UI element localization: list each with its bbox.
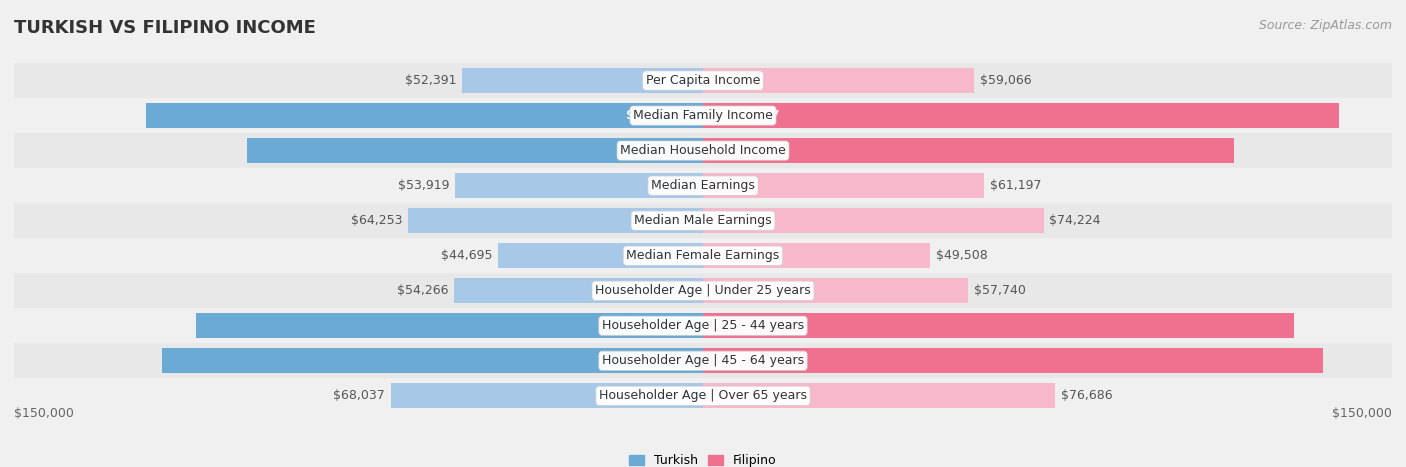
Bar — [703, 68, 974, 93]
Bar — [703, 348, 1323, 374]
Bar — [498, 243, 703, 268]
Bar — [146, 103, 703, 128]
FancyBboxPatch shape — [14, 98, 1392, 133]
Bar — [246, 138, 703, 163]
Text: Median Male Earnings: Median Male Earnings — [634, 214, 772, 227]
FancyBboxPatch shape — [14, 203, 1392, 238]
Text: Median Earnings: Median Earnings — [651, 179, 755, 192]
Text: $128,723: $128,723 — [714, 319, 780, 332]
FancyBboxPatch shape — [14, 168, 1392, 203]
Bar — [197, 313, 703, 338]
Text: $134,910: $134,910 — [714, 354, 780, 367]
Text: $64,253: $64,253 — [352, 214, 402, 227]
Text: $44,695: $44,695 — [440, 249, 492, 262]
Bar — [408, 208, 703, 233]
Bar — [454, 278, 703, 304]
Text: Householder Age | Over 65 years: Householder Age | Over 65 years — [599, 389, 807, 402]
Bar — [703, 173, 984, 198]
FancyBboxPatch shape — [14, 378, 1392, 413]
Bar — [703, 383, 1056, 408]
Bar — [703, 278, 969, 304]
Text: Householder Age | Under 25 years: Householder Age | Under 25 years — [595, 284, 811, 297]
Text: $59,066: $59,066 — [980, 74, 1032, 87]
Bar — [391, 383, 703, 408]
Bar — [703, 138, 1233, 163]
Text: $76,686: $76,686 — [1060, 389, 1112, 402]
Text: $121,202: $121,202 — [626, 109, 692, 122]
Text: Per Capita Income: Per Capita Income — [645, 74, 761, 87]
FancyBboxPatch shape — [14, 238, 1392, 273]
Text: Median Household Income: Median Household Income — [620, 144, 786, 157]
FancyBboxPatch shape — [14, 63, 1392, 98]
FancyBboxPatch shape — [14, 343, 1392, 378]
Text: TURKISH VS FILIPINO INCOME: TURKISH VS FILIPINO INCOME — [14, 19, 316, 37]
Text: $150,000: $150,000 — [1331, 407, 1392, 420]
Bar — [703, 103, 1339, 128]
FancyBboxPatch shape — [14, 308, 1392, 343]
Text: $110,318: $110,318 — [626, 319, 692, 332]
Bar — [463, 68, 703, 93]
Bar — [703, 313, 1294, 338]
Text: $57,740: $57,740 — [974, 284, 1025, 297]
Text: $138,397: $138,397 — [714, 109, 779, 122]
Text: Source: ZipAtlas.com: Source: ZipAtlas.com — [1258, 19, 1392, 32]
FancyBboxPatch shape — [14, 273, 1392, 308]
Text: $61,197: $61,197 — [990, 179, 1040, 192]
Text: Householder Age | 45 - 64 years: Householder Age | 45 - 64 years — [602, 354, 804, 367]
Legend: Turkish, Filipino: Turkish, Filipino — [624, 449, 782, 467]
Bar — [703, 243, 931, 268]
Text: $115,509: $115,509 — [714, 144, 780, 157]
Text: $117,814: $117,814 — [626, 354, 692, 367]
Bar — [703, 208, 1043, 233]
Text: $99,389: $99,389 — [636, 144, 692, 157]
Bar — [456, 173, 703, 198]
Text: $54,266: $54,266 — [396, 284, 449, 297]
Text: $74,224: $74,224 — [1049, 214, 1101, 227]
Text: $49,508: $49,508 — [936, 249, 987, 262]
Bar — [162, 348, 703, 374]
Text: $68,037: $68,037 — [333, 389, 385, 402]
Text: Median Female Earnings: Median Female Earnings — [627, 249, 779, 262]
Text: $53,919: $53,919 — [398, 179, 450, 192]
Text: $52,391: $52,391 — [405, 74, 457, 87]
Text: Median Family Income: Median Family Income — [633, 109, 773, 122]
Text: Householder Age | 25 - 44 years: Householder Age | 25 - 44 years — [602, 319, 804, 332]
Text: $150,000: $150,000 — [14, 407, 75, 420]
FancyBboxPatch shape — [14, 133, 1392, 168]
